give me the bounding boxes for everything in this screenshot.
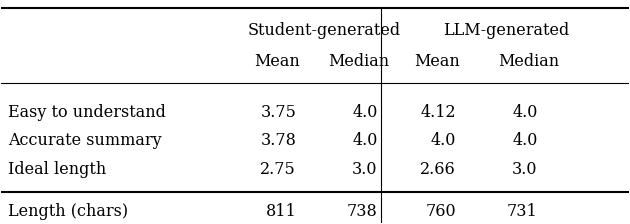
Text: 2.66: 2.66: [420, 161, 456, 178]
Text: 811: 811: [265, 203, 296, 220]
Text: 2.75: 2.75: [260, 161, 296, 178]
Text: 760: 760: [425, 203, 456, 220]
Text: Median: Median: [498, 53, 559, 70]
Text: Accurate summary: Accurate summary: [8, 132, 161, 149]
Text: 3.78: 3.78: [260, 132, 296, 149]
Text: 4.0: 4.0: [431, 132, 456, 149]
Text: 4.0: 4.0: [512, 103, 537, 121]
Text: LLM-generated: LLM-generated: [443, 22, 570, 39]
Text: 4.0: 4.0: [512, 132, 537, 149]
Text: Median: Median: [328, 53, 389, 70]
Text: 4.12: 4.12: [420, 103, 456, 121]
Text: Student-generated: Student-generated: [248, 22, 401, 39]
Text: 731: 731: [507, 203, 537, 220]
Text: 4.0: 4.0: [352, 103, 378, 121]
Text: Length (chars): Length (chars): [8, 203, 128, 220]
Text: Easy to understand: Easy to understand: [8, 103, 166, 121]
Text: Mean: Mean: [255, 53, 301, 70]
Text: 3.0: 3.0: [512, 161, 537, 178]
Text: 3.75: 3.75: [260, 103, 296, 121]
Text: Ideal length: Ideal length: [8, 161, 106, 178]
Text: 3.0: 3.0: [352, 161, 378, 178]
Text: Mean: Mean: [415, 53, 460, 70]
Text: 4.0: 4.0: [352, 132, 378, 149]
Text: 738: 738: [347, 203, 378, 220]
